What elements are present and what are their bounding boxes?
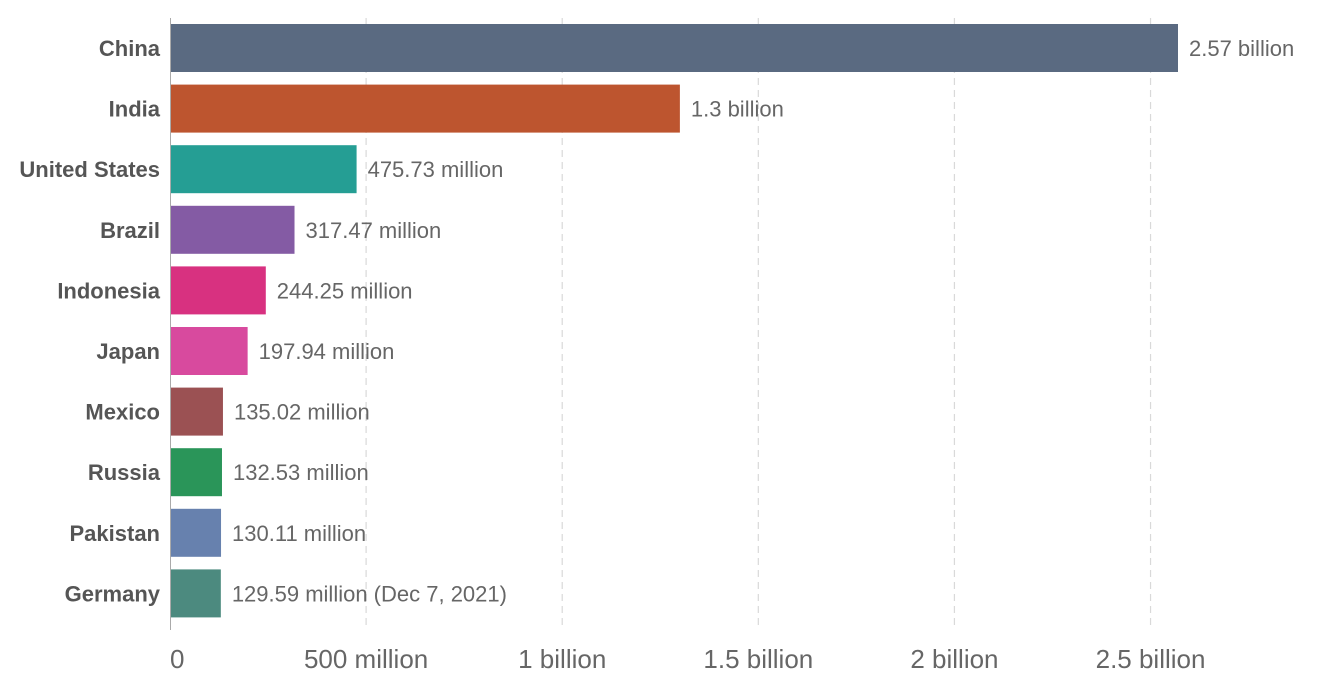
x-tick-label: 2 billion (910, 644, 998, 674)
category-label: Indonesia (57, 278, 160, 303)
bar-united-states[interactable] (170, 145, 357, 194)
value-label: 2.57 billion (1189, 36, 1294, 61)
x-tick-label: 1 billion (518, 644, 606, 674)
value-label: 129.59 million (Dec 7, 2021) (232, 581, 507, 606)
value-label: 135.02 million (234, 400, 370, 425)
x-tick-label: 2.5 billion (1096, 644, 1206, 674)
value-label: 197.94 million (259, 339, 395, 364)
bar-brazil[interactable] (170, 205, 295, 254)
bar-india[interactable] (170, 84, 680, 133)
value-label: 130.11 million (232, 521, 366, 546)
bar-mexico[interactable] (170, 387, 223, 436)
value-labels: 2.57 billion 1.3 billion 475.73 million 317… (232, 36, 1294, 606)
category-label: Brazil (100, 218, 160, 243)
category-label: Pakistan (70, 521, 161, 546)
value-label: 132.53 million (233, 460, 369, 485)
category-label: China (99, 36, 161, 61)
x-tick-label: 0 (170, 644, 184, 674)
value-label: 244.25 million (277, 278, 413, 303)
bar-germany[interactable] (170, 569, 221, 618)
bar-russia[interactable] (170, 448, 222, 497)
category-label: Russia (88, 460, 161, 485)
bar-layer (170, 24, 1178, 618)
value-label: 475.73 million (368, 157, 504, 182)
value-label: 1.3 billion (691, 97, 784, 122)
category-label: Germany (65, 581, 161, 606)
value-label: 317.47 million (306, 218, 442, 243)
x-axis-ticks: 0 500 million 1 billion 1.5 billion 2 billio… (170, 644, 1205, 674)
category-label: Mexico (85, 400, 160, 425)
category-label: Japan (96, 339, 160, 364)
category-label: India (109, 97, 161, 122)
category-label: United States (19, 157, 160, 182)
x-tick-label: 500 million (304, 644, 428, 674)
bar-japan[interactable] (170, 327, 248, 375)
bar-pakistan[interactable] (170, 508, 222, 557)
category-labels: China India United States Brazil Indonesia Ja… (19, 36, 160, 606)
bar-china[interactable] (170, 24, 1178, 72)
x-tick-label: 1.5 billion (703, 644, 813, 674)
bar-indonesia[interactable] (170, 266, 266, 315)
